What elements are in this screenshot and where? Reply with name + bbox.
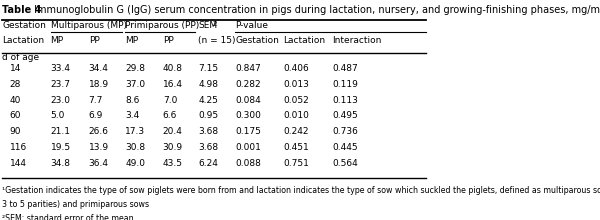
- Text: 0.282: 0.282: [235, 80, 261, 89]
- Text: 30.9: 30.9: [163, 143, 183, 152]
- Text: 13.9: 13.9: [89, 143, 109, 152]
- Text: 0.088: 0.088: [235, 158, 261, 167]
- Text: 3.68: 3.68: [199, 143, 218, 152]
- Text: 21.1: 21.1: [50, 127, 71, 136]
- Text: ²SEM: standard error of the mean: ²SEM: standard error of the mean: [2, 214, 134, 220]
- Text: 3 to 5 parities) and primiparous sows: 3 to 5 parities) and primiparous sows: [2, 200, 149, 209]
- Text: 0.406: 0.406: [284, 64, 309, 73]
- Text: 6.6: 6.6: [163, 111, 177, 120]
- Text: 36.4: 36.4: [89, 158, 109, 167]
- Text: ¹Gestation indicates the type of sow piglets were born from and lactation indica: ¹Gestation indicates the type of sow pig…: [2, 185, 600, 194]
- Text: 0.001: 0.001: [235, 143, 261, 152]
- Text: 3.4: 3.4: [125, 111, 139, 120]
- Text: 20.4: 20.4: [163, 127, 182, 136]
- Text: 26.6: 26.6: [89, 127, 109, 136]
- Text: 90: 90: [10, 127, 22, 136]
- Text: 0.242: 0.242: [284, 127, 309, 136]
- Text: 0.445: 0.445: [332, 143, 358, 152]
- Text: Lactation: Lactation: [284, 36, 326, 45]
- Text: Gestation: Gestation: [235, 36, 279, 45]
- Text: 8.6: 8.6: [125, 96, 139, 104]
- Text: PP: PP: [163, 36, 173, 45]
- Text: 28: 28: [10, 80, 21, 89]
- Text: 17.3: 17.3: [125, 127, 145, 136]
- Text: P-value: P-value: [235, 21, 268, 30]
- Text: 40: 40: [10, 96, 21, 104]
- Text: 0.010: 0.010: [284, 111, 310, 120]
- Text: 4.25: 4.25: [199, 96, 218, 104]
- Text: Immunoglobulin G (IgG) serum concentration in pigs during lactation, nursery, an: Immunoglobulin G (IgG) serum concentrati…: [31, 5, 600, 15]
- Text: 4.98: 4.98: [199, 80, 218, 89]
- Text: 34.8: 34.8: [50, 158, 71, 167]
- Text: 6.24: 6.24: [199, 158, 218, 167]
- Text: 116: 116: [10, 143, 27, 152]
- Text: 6.9: 6.9: [89, 111, 103, 120]
- Text: 5.0: 5.0: [50, 111, 65, 120]
- Text: 29.8: 29.8: [125, 64, 145, 73]
- Text: 7.15: 7.15: [199, 64, 218, 73]
- Text: 0.175: 0.175: [235, 127, 261, 136]
- Text: 0.751: 0.751: [284, 158, 310, 167]
- Text: 19.5: 19.5: [50, 143, 71, 152]
- Text: 18.9: 18.9: [89, 80, 109, 89]
- Text: 16.4: 16.4: [163, 80, 183, 89]
- Text: 60: 60: [10, 111, 22, 120]
- Text: 0.113: 0.113: [332, 96, 358, 104]
- Text: 0.736: 0.736: [332, 127, 358, 136]
- Text: Table 4: Table 4: [2, 5, 41, 15]
- Text: 0.013: 0.013: [284, 80, 310, 89]
- Text: 0.300: 0.300: [235, 111, 261, 120]
- Text: 49.0: 49.0: [125, 158, 145, 167]
- Text: 0.052: 0.052: [284, 96, 309, 104]
- Text: 0.564: 0.564: [332, 158, 358, 167]
- Text: MP: MP: [50, 36, 64, 45]
- Text: 0.487: 0.487: [332, 64, 358, 73]
- Text: MP: MP: [125, 36, 138, 45]
- Text: 30.8: 30.8: [125, 143, 145, 152]
- Text: 7.0: 7.0: [163, 96, 177, 104]
- Text: PP: PP: [89, 36, 100, 45]
- Text: Lactation: Lactation: [2, 36, 44, 45]
- Text: 0.119: 0.119: [332, 80, 358, 89]
- Text: 0.451: 0.451: [284, 143, 309, 152]
- Text: 23.0: 23.0: [50, 96, 71, 104]
- Text: (n = 15): (n = 15): [199, 36, 236, 45]
- Text: 7.7: 7.7: [89, 96, 103, 104]
- Text: SEM: SEM: [199, 21, 217, 30]
- Text: 144: 144: [10, 158, 27, 167]
- Text: d of age: d of age: [2, 53, 39, 62]
- Text: 33.4: 33.4: [50, 64, 71, 73]
- Text: Gestation: Gestation: [2, 21, 46, 30]
- Text: 23.7: 23.7: [50, 80, 71, 89]
- Text: Primiparous (PP): Primiparous (PP): [125, 21, 199, 30]
- Text: 0.847: 0.847: [235, 64, 261, 73]
- Text: Interaction: Interaction: [332, 36, 382, 45]
- Text: 2: 2: [212, 22, 217, 28]
- Text: 34.4: 34.4: [89, 64, 109, 73]
- Text: 0.495: 0.495: [332, 111, 358, 120]
- Text: 43.5: 43.5: [163, 158, 183, 167]
- Text: 0.084: 0.084: [235, 96, 261, 104]
- Text: 3.68: 3.68: [199, 127, 218, 136]
- Text: 37.0: 37.0: [125, 80, 145, 89]
- Text: 40.8: 40.8: [163, 64, 183, 73]
- Text: 0.95: 0.95: [199, 111, 218, 120]
- Text: Multiparous (MP): Multiparous (MP): [50, 21, 127, 30]
- Text: 14: 14: [10, 64, 21, 73]
